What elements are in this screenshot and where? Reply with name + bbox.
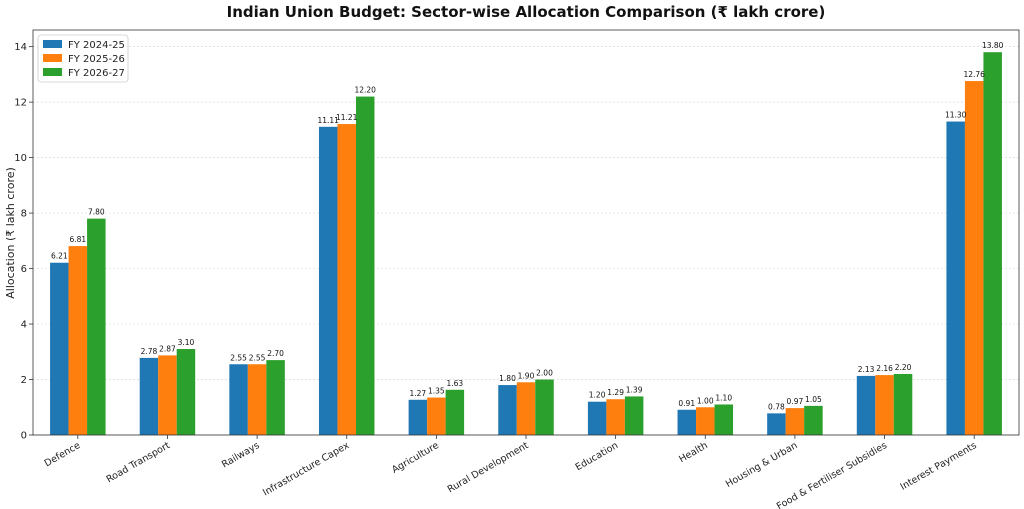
y-axis-label: Allocation (₹ lakh crore) [4, 167, 17, 299]
bar-value-label: 0.91 [678, 399, 695, 408]
legend-label: FY 2025-26 [68, 54, 125, 65]
bar-value-label: 2.55 [249, 353, 266, 362]
bar [229, 364, 248, 435]
bar-value-label: 11.11 [317, 116, 339, 125]
bar [587, 401, 607, 435]
bar [408, 399, 428, 435]
x-tick-label: Interest Payments [899, 440, 979, 493]
bar [893, 373, 913, 435]
bar-value-label: 2.20 [895, 363, 912, 372]
bar-value-label: 6.81 [69, 235, 86, 244]
bar-value-label: 2.78 [141, 347, 158, 356]
bar-value-label: 1.05 [805, 395, 822, 404]
bar [445, 389, 465, 435]
bar-value-label: 2.16 [876, 364, 893, 373]
bar [875, 375, 894, 435]
chart-title: Indian Union Budget: Sector-wise Allocat… [227, 3, 826, 21]
bar-value-label: 1.63 [447, 379, 464, 388]
bar [176, 349, 196, 435]
bar-value-label: 12.76 [963, 70, 985, 79]
grid-lines [33, 46, 1019, 436]
bar [983, 52, 1002, 436]
bar [158, 355, 177, 435]
bar [606, 399, 625, 435]
bar-value-label: 11.21 [336, 113, 358, 122]
legend-swatch [43, 40, 62, 48]
axes: 0 2 4 6 8 10 12 14 Defence Road Transport Railways… [14, 29, 1020, 509]
x-tick-label: Agriculture [390, 440, 441, 476]
y-tick-label: 14 [14, 42, 27, 53]
bar-value-label: 1.39 [626, 385, 643, 394]
x-tick-label: Health [677, 440, 710, 465]
bar [767, 413, 786, 435]
y-tick-label: 2 [21, 375, 27, 386]
bar [266, 360, 285, 435]
bar [516, 382, 536, 435]
legend-swatch [43, 54, 62, 62]
x-tick-label: Infrastructure Capex [261, 440, 352, 499]
y-tick-label: 0 [21, 431, 27, 442]
bar-value-label: 6.21 [51, 252, 68, 261]
bar-value-label: 11.30 [945, 111, 967, 120]
y-tick-label: 10 [14, 153, 27, 164]
bar-value-label: 0.97 [787, 397, 804, 406]
x-tick-label: Housing & Urban [724, 440, 799, 490]
bar [50, 262, 69, 435]
bar [964, 81, 984, 435]
x-tick-label: Railways [220, 440, 262, 470]
bar-value-label: 12.20 [354, 86, 376, 95]
x-tick-label: Rural Development [446, 440, 531, 495]
legend-swatch [43, 68, 62, 76]
bar-value-label: 1.90 [518, 371, 535, 380]
y-tick-label: 4 [21, 320, 27, 331]
bar-value-label: 1.20 [589, 391, 606, 400]
bar [856, 375, 876, 435]
legend: FY 2024-25 FY 2025-26 FY 2026-27 [37, 34, 129, 83]
legend-label: FY 2024-25 [68, 40, 125, 51]
bar [247, 364, 267, 435]
bar-value-label: 2.70 [267, 349, 284, 358]
bar [624, 396, 644, 435]
bar-value-label: 1.10 [715, 393, 732, 402]
bar [355, 96, 375, 435]
bar [804, 405, 823, 435]
bar-value-label: 2.87 [159, 344, 176, 353]
bars [50, 52, 1002, 436]
legend-label: FY 2026-27 [68, 68, 125, 79]
bar [535, 379, 554, 435]
bar-value-label: 1.35 [428, 387, 445, 396]
bar [337, 124, 356, 436]
bar-value-label: 13.80 [982, 41, 1004, 50]
bar [785, 408, 805, 435]
bar [87, 218, 106, 435]
x-tick-label: Defence [43, 440, 83, 469]
bar [68, 246, 88, 435]
bar-value-label: 1.00 [697, 396, 714, 405]
bar-value-label: 1.29 [607, 388, 624, 397]
bar [139, 357, 159, 435]
plot-frame [32, 29, 1020, 436]
bar [427, 397, 446, 435]
bar-value-label: 2.55 [230, 353, 247, 362]
bar [677, 409, 697, 435]
bar [318, 126, 338, 435]
bar-value-label: 1.80 [499, 374, 516, 383]
data-labels: 6.216.817.802.78 2.873.102.55 2.55 2.7011.1… [51, 41, 1004, 411]
bar-value-label: 1.27 [410, 389, 427, 398]
x-tick-label: Road Transport [105, 440, 173, 485]
bar-value-label: 3.10 [178, 338, 195, 347]
x-tick-label: Education [574, 440, 620, 473]
bar-value-label: 7.80 [88, 208, 105, 217]
y-tick-label: 8 [21, 209, 27, 220]
bar-value-label: 2.00 [536, 369, 553, 378]
bar-value-label: 0.78 [768, 402, 785, 411]
bar [696, 407, 715, 435]
bar [946, 121, 965, 435]
y-tick-label: 6 [21, 264, 27, 275]
bar [714, 404, 734, 435]
bar [498, 385, 517, 435]
y-tick-label: 12 [14, 98, 27, 109]
bar-value-label: 2.13 [858, 365, 875, 374]
